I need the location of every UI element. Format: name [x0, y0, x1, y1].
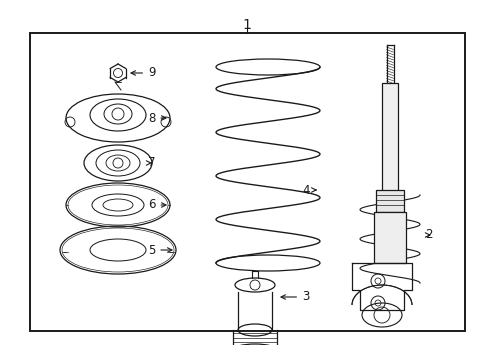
Text: 9: 9	[131, 67, 155, 80]
Bar	[373, 212, 405, 263]
Text: 4: 4	[302, 184, 315, 197]
Bar	[30, 33, 464, 331]
Bar	[381, 83, 397, 200]
Text: 7: 7	[146, 157, 155, 170]
Text: 5: 5	[148, 243, 172, 256]
Text: 3: 3	[281, 291, 309, 303]
Text: 2: 2	[424, 229, 431, 242]
Text: 8: 8	[148, 112, 165, 125]
Text: 6: 6	[148, 198, 165, 211]
Text: 1: 1	[242, 18, 251, 32]
Bar	[375, 190, 403, 212]
